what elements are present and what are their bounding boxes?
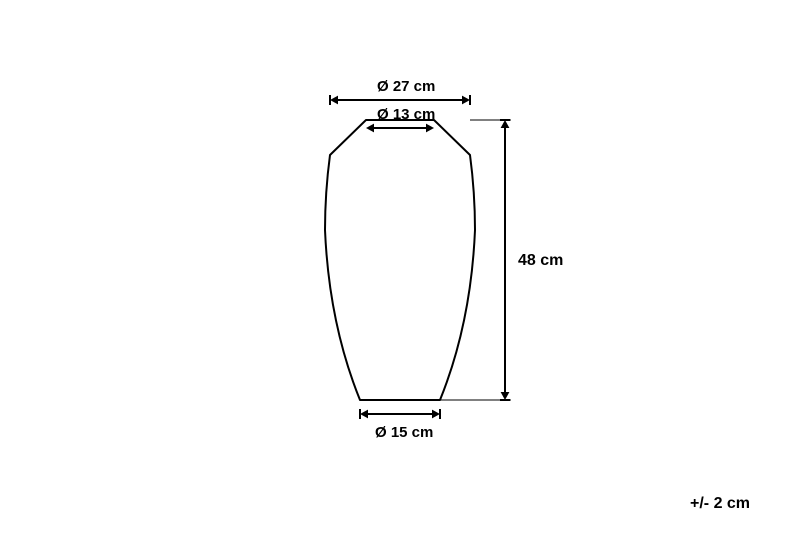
label-bottom-diameter: Ø 15 cm xyxy=(375,424,433,441)
label-height: 48 cm xyxy=(518,252,563,270)
tolerance-note: +/- 2 cm xyxy=(690,495,750,513)
diagram-canvas: Ø 27 cm Ø 13 cm 48 cm Ø 15 cm +/- 2 cm xyxy=(0,0,800,533)
label-top-outer-diameter: Ø 27 cm xyxy=(377,78,435,95)
label-top-inner-diameter: Ø 13 cm xyxy=(377,106,435,123)
